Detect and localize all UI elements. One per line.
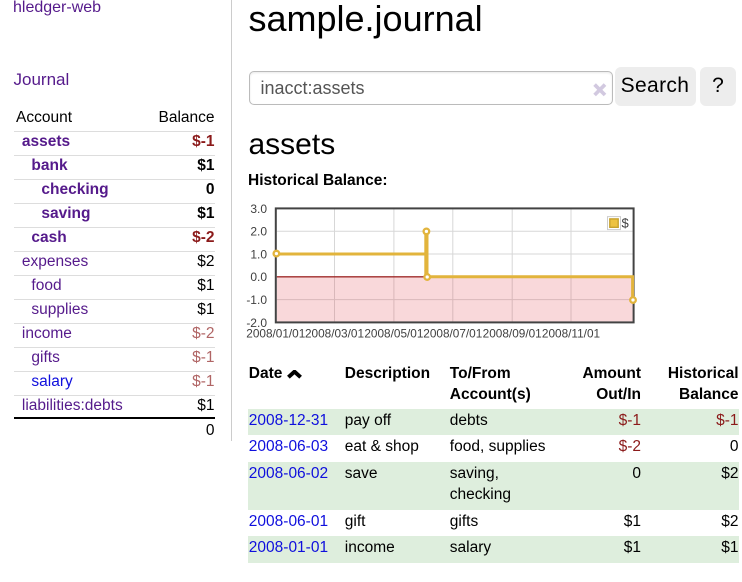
svg-text:2008/11/01: 2008/11/01 bbox=[542, 327, 600, 341]
svg-text:2008/05/01: 2008/05/01 bbox=[364, 327, 423, 341]
svg-text:-2.0: -2.0 bbox=[246, 316, 267, 330]
svg-text:2008/09/01: 2008/09/01 bbox=[483, 327, 542, 341]
svg-text:$: $ bbox=[622, 216, 630, 231]
svg-text:1.0: 1.0 bbox=[250, 247, 267, 261]
svg-text:2.0: 2.0 bbox=[250, 225, 267, 239]
svg-text:0.0: 0.0 bbox=[250, 270, 267, 284]
svg-text:3.0: 3.0 bbox=[250, 202, 267, 216]
svg-text:2008/01/01: 2008/01/01 bbox=[246, 327, 305, 341]
svg-text:2008/03/01: 2008/03/01 bbox=[305, 327, 364, 341]
svg-text:-1.0: -1.0 bbox=[246, 293, 267, 307]
svg-text:2008/07/01: 2008/07/01 bbox=[423, 327, 482, 341]
